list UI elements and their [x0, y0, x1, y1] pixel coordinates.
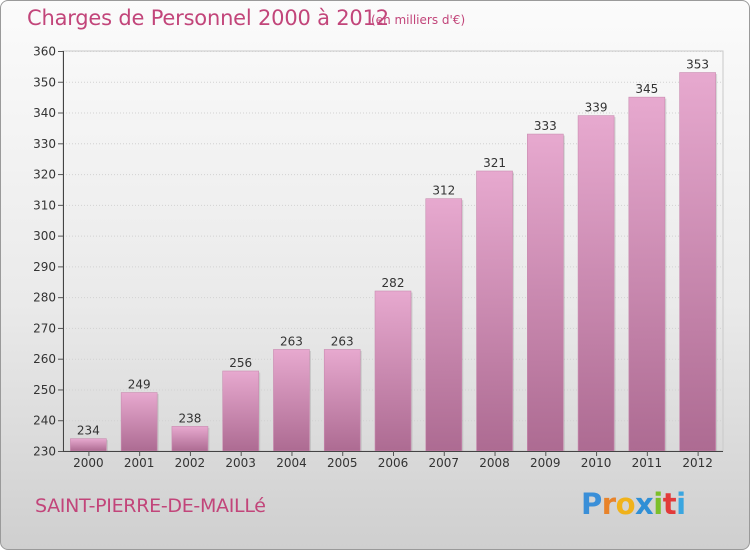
- bar: [425, 198, 463, 452]
- x-tick-label: 2009: [530, 456, 561, 470]
- y-tick-label: 260: [33, 352, 56, 366]
- logo-letter: o: [615, 487, 636, 521]
- bar-value-label: 333: [534, 119, 557, 133]
- bar-value-label: 321: [483, 156, 506, 170]
- bar: [577, 115, 615, 452]
- chart-title: Charges de Personnel 2000 à 2012: [27, 6, 389, 30]
- y-tick-label: 300: [33, 229, 56, 243]
- x-tick-label: 2004: [276, 456, 307, 470]
- x-tick-label: 2006: [378, 456, 409, 470]
- proxiti-logo[interactable]: Proxiti: [581, 487, 686, 521]
- y-tick-label: 270: [33, 321, 56, 335]
- bar-value-label: 353: [686, 58, 709, 72]
- x-tick-label: 2008: [479, 456, 510, 470]
- y-tick-label: 240: [33, 414, 56, 428]
- logo-letter: i: [676, 487, 686, 521]
- bar: [120, 392, 158, 452]
- bar-value-label: 249: [128, 378, 151, 392]
- y-tick-label: 250: [33, 383, 56, 397]
- bar-value-label: 234: [77, 424, 100, 438]
- bar-value-label: 238: [178, 411, 201, 425]
- bar-value-label: 256: [229, 356, 252, 370]
- x-tick-label: 2003: [225, 456, 256, 470]
- bar-value-label: 345: [635, 82, 658, 96]
- y-tick-label: 330: [33, 137, 56, 151]
- bar-value-label: 263: [280, 334, 303, 348]
- y-tick-label: 320: [33, 168, 56, 182]
- y-tick-label: 350: [33, 75, 56, 89]
- x-tick-label: 2002: [175, 456, 206, 470]
- logo-letter: i: [653, 487, 663, 521]
- x-tick-label: 2011: [632, 456, 663, 470]
- x-tick-label: 2010: [581, 456, 612, 470]
- y-tick-label: 230: [33, 445, 56, 459]
- bar: [628, 96, 666, 452]
- bar: [476, 170, 513, 452]
- bar: [222, 370, 259, 452]
- commune-name: SAINT-PIERRE-DE-MAILLé: [35, 495, 266, 517]
- bar-value-label: 263: [331, 334, 354, 348]
- x-tick-label: 2005: [327, 456, 358, 470]
- y-tick-label: 360: [33, 45, 56, 59]
- bar: [679, 72, 716, 452]
- bar: [527, 133, 564, 452]
- y-tick-label: 340: [33, 106, 56, 120]
- x-tick-label: 2000: [73, 456, 104, 470]
- logo-letter: t: [662, 487, 677, 521]
- bar-value-label: 312: [432, 184, 455, 198]
- bar-value-label: 282: [382, 276, 405, 290]
- x-tick-label: 2012: [682, 456, 713, 470]
- bar: [323, 349, 361, 452]
- logo-letter: r: [601, 487, 616, 521]
- y-tick-label: 280: [33, 291, 56, 305]
- x-tick-label: 2007: [428, 456, 459, 470]
- bar: [171, 426, 209, 452]
- y-tick-label: 310: [33, 198, 56, 212]
- chart-subtitle: (en milliers d'€): [371, 13, 466, 27]
- y-tick-label: 290: [33, 260, 56, 274]
- bar-value-label: 339: [585, 101, 608, 115]
- logo-letter: P: [581, 487, 602, 521]
- bar: [273, 349, 310, 452]
- x-tick-label: 2001: [124, 456, 155, 470]
- logo-letter: x: [635, 487, 654, 521]
- bar: [374, 290, 412, 452]
- bar: [70, 438, 107, 452]
